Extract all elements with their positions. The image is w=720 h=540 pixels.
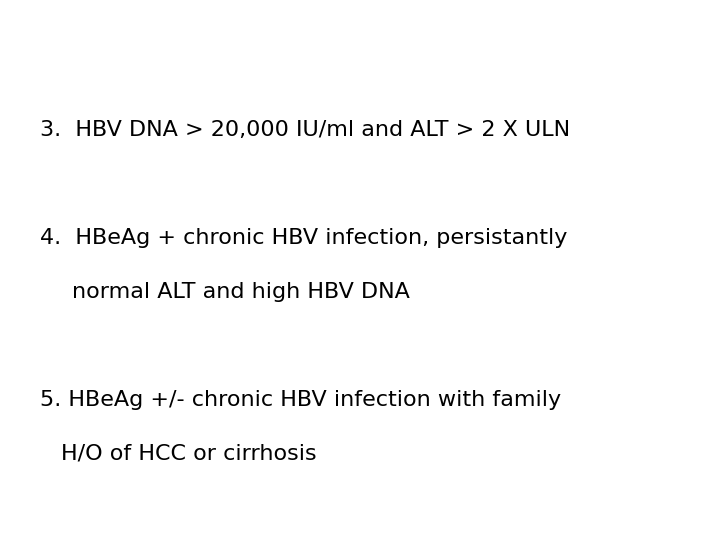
Text: 3.  HBV DNA > 20,000 IU/ml and ALT > 2 X ULN: 3. HBV DNA > 20,000 IU/ml and ALT > 2 X … [40, 119, 570, 140]
Text: 4.  HBeAg + chronic HBV infection, persistantly: 4. HBeAg + chronic HBV infection, persis… [40, 227, 567, 248]
Text: H/O of HCC or cirrhosis: H/O of HCC or cirrhosis [61, 443, 317, 464]
Text: 5. HBeAg +/- chronic HBV infection with family: 5. HBeAg +/- chronic HBV infection with … [40, 389, 561, 410]
Text: normal ALT and high HBV DNA: normal ALT and high HBV DNA [72, 281, 410, 302]
